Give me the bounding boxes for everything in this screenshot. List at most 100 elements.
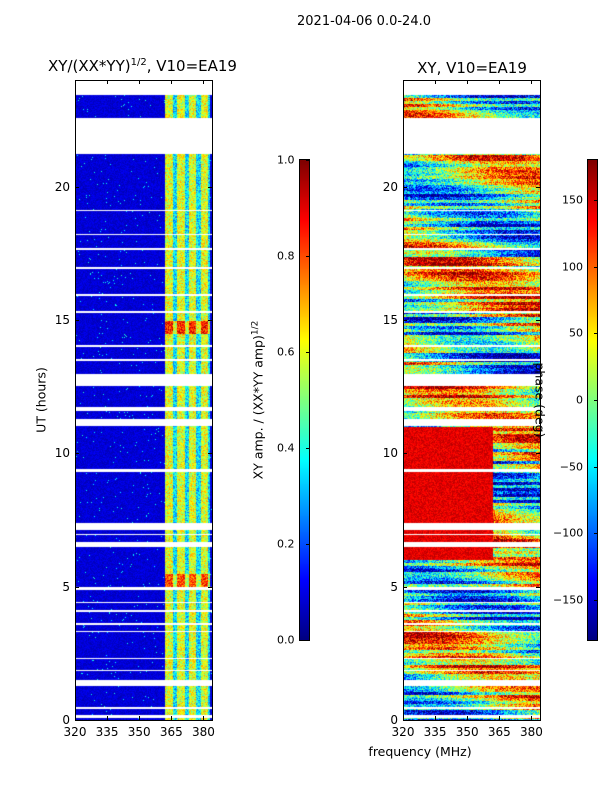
x-tick-label: 320 — [63, 725, 87, 739]
x-tick-label: 365 — [159, 725, 183, 739]
y-tick-mark — [536, 453, 540, 455]
colorbar-tick-mark — [594, 266, 598, 268]
colorbar-tick-label: 1.0 — [277, 153, 295, 167]
colorbar-tick-mark — [594, 200, 598, 201]
y-tick-mark — [536, 320, 540, 321]
colorbar-label-main: XY amp. / (XX*YY amp) — [250, 335, 266, 480]
y-tick-mark — [75, 186, 79, 188]
y-tick-mark — [75, 453, 79, 455]
colorbar-tick-label: 150 — [562, 193, 583, 207]
colorbar-tick-mark — [306, 160, 310, 161]
title-sup: 1/2 — [130, 57, 147, 68]
x-tick-label: 380 — [191, 725, 215, 739]
x-tick-mark — [107, 716, 109, 720]
y-tick-label: 0 — [62, 713, 70, 727]
colorbar-tick-label: −100 — [553, 526, 584, 540]
right-plot-title: XY, V10=EA19 — [417, 59, 527, 77]
y-tick-mark — [403, 586, 407, 588]
colorbar-tick-mark — [594, 600, 598, 601]
left-axes-frame — [75, 80, 213, 721]
x-tick-mark — [467, 716, 469, 720]
colorbar-tick-mark — [306, 544, 310, 545]
x-tick-mark — [499, 80, 501, 84]
y-tick-mark — [208, 186, 212, 188]
x-tick-label: 335 — [423, 725, 447, 739]
x-tick-mark — [171, 716, 173, 720]
y-tick-mark — [536, 586, 540, 588]
x-tick-mark — [203, 716, 205, 720]
colorbar-tick-mark — [306, 352, 310, 353]
colorbar-tick-label: −50 — [559, 460, 583, 474]
colorbar-tick-label: 100 — [562, 260, 583, 274]
y-tick-mark — [75, 586, 79, 588]
colorbar-tick-label: 50 — [569, 326, 583, 340]
colorbar-tick-mark — [306, 256, 310, 257]
x-tick-label: 335 — [95, 725, 119, 739]
x-tick-mark — [139, 716, 141, 720]
y-tick-label: 10 — [382, 446, 398, 461]
y-tick-label: 10 — [54, 446, 70, 461]
right-axes-frame — [403, 80, 541, 721]
title-main: XY/(XX*YY) — [48, 57, 131, 75]
colorbar-tick-mark — [306, 640, 310, 641]
x-tick-mark — [403, 716, 404, 720]
y-tick-mark — [403, 320, 407, 321]
x-tick-mark — [435, 80, 437, 84]
x-tick-mark — [499, 716, 501, 720]
colorbar-tick-mark — [594, 466, 598, 468]
x-tick-mark — [435, 716, 437, 720]
y-tick-mark — [75, 320, 79, 321]
x-tick-mark — [531, 80, 533, 84]
phase-heatmap — [403, 80, 540, 720]
y-tick-label: 15 — [382, 313, 398, 327]
amplitude-heatmap — [75, 80, 212, 720]
left-colorbar-frame — [299, 159, 310, 641]
colorbar-tick-label: 0 — [576, 393, 583, 407]
x-tick-mark — [139, 80, 141, 84]
y-tick-label: 5 — [62, 579, 70, 594]
y-tick-label: 15 — [54, 313, 70, 327]
y-tick-mark — [536, 720, 540, 721]
x-tick-mark — [171, 80, 173, 84]
y-tick-label: 20 — [54, 179, 70, 194]
colorbar-tick-mark — [594, 400, 598, 401]
y-axis-label: UT (hours) — [33, 367, 49, 433]
y-tick-label: 20 — [382, 179, 398, 194]
colorbar-tick-label: 0.0 — [277, 633, 295, 647]
y-tick-mark — [403, 186, 407, 188]
x-axis-label: frequency (MHz) — [368, 744, 472, 759]
amplitude-colorbar — [300, 160, 309, 640]
y-tick-mark — [208, 320, 212, 321]
figure-title: 2021-04-06 0.0-24.0 — [297, 14, 431, 29]
y-tick-mark — [536, 186, 540, 188]
colorbar-tick-label: 0.8 — [277, 249, 295, 263]
x-tick-label: 350 — [127, 725, 151, 739]
x-tick-mark — [203, 80, 205, 84]
colorbar-label-sup: 1/2 — [250, 320, 261, 336]
y-tick-mark — [403, 453, 407, 455]
x-tick-label: 365 — [487, 725, 511, 739]
x-tick-label: 380 — [519, 725, 543, 739]
x-tick-label: 350 — [455, 725, 479, 739]
title-tail: , V10=EA19 — [146, 57, 237, 75]
left-plot-title: XY/(XX*YY)1/2, V10=EA19 — [20, 57, 265, 75]
x-tick-mark — [403, 80, 404, 84]
y-tick-label: 0 — [390, 713, 398, 727]
x-tick-mark — [75, 80, 76, 84]
colorbar-tick-mark — [594, 333, 598, 335]
x-tick-label: 320 — [391, 725, 415, 739]
right-colorbar-label: phase (deg) — [532, 362, 548, 438]
colorbar-tick-mark — [306, 448, 310, 449]
colorbar-tick-mark — [594, 533, 598, 535]
phase-colorbar — [588, 160, 597, 640]
colorbar-tick-label: 0.2 — [277, 537, 295, 551]
y-tick-mark — [208, 720, 212, 721]
x-tick-mark — [531, 716, 533, 720]
y-tick-label: 5 — [390, 579, 398, 594]
y-tick-mark — [208, 453, 212, 455]
left-colorbar-label: XY amp. / (XX*YY amp)1/2 — [250, 321, 265, 480]
y-tick-mark — [208, 586, 212, 588]
colorbar-tick-label: −150 — [553, 593, 584, 607]
y-tick-mark — [75, 720, 79, 721]
x-tick-mark — [467, 80, 469, 84]
